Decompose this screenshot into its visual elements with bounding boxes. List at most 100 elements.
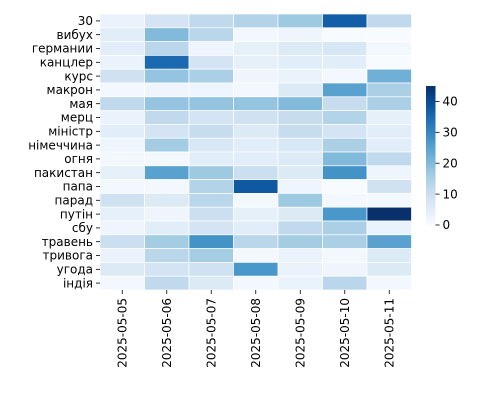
heatmap-cell: [322, 96, 368, 111]
y-tick-label: курс: [64, 69, 93, 83]
colorbar-gradient: [426, 86, 436, 225]
heatmap-cell: [144, 55, 190, 70]
heatmap-cell: [322, 206, 368, 222]
heatmap-cell: [277, 41, 323, 56]
heatmap-cell: [188, 124, 234, 139]
heatmap-cell: [366, 96, 412, 111]
heatmap-cell: [233, 96, 279, 111]
heatmap-cell: [322, 262, 368, 277]
heatmap-cell: [99, 275, 145, 291]
colorbar-tick-label: 0: [443, 218, 451, 232]
heatmap-cell: [188, 151, 234, 167]
heatmap-cell: [277, 220, 323, 236]
x-tick-label: 2025-05-09: [293, 298, 307, 368]
y-tick-label: пакистан: [34, 166, 93, 180]
y-tick-label: німеччина: [28, 138, 93, 152]
x-tick-label: 2025-05-06: [160, 298, 174, 368]
heatmap-cell: [366, 82, 412, 98]
heatmap-cell: [233, 82, 279, 98]
heatmap-cell: [233, 27, 279, 42]
heatmap-cell: [144, 234, 190, 249]
heatmap-cell: [144, 220, 190, 236]
heatmap-cell: [233, 179, 279, 194]
heatmap-cell: [99, 27, 145, 42]
heatmap-cell: [144, 275, 190, 291]
heatmap-cell: [99, 96, 145, 111]
y-tick-label: путін: [60, 207, 93, 221]
y-tick-label: міністр: [48, 125, 93, 139]
heatmap-cell: [277, 248, 323, 263]
heatmap-cell: [277, 234, 323, 249]
heatmap-cell: [366, 234, 412, 249]
heatmap-cell: [322, 13, 368, 29]
heatmap-cell: [188, 206, 234, 222]
y-tick-label: сбу: [72, 221, 93, 235]
colorbar-tick-label: 10: [443, 187, 458, 201]
heatmap-cell: [366, 275, 412, 291]
x-tick-label: 2025-05-07: [204, 298, 218, 368]
heatmap-cell: [233, 234, 279, 249]
y-tick-label: парад: [55, 194, 93, 208]
heatmap-cell: [322, 27, 368, 42]
heatmap-cell: [188, 248, 234, 263]
heatmap-cell: [277, 165, 323, 180]
heatmap-cell: [277, 124, 323, 139]
heatmap-cell: [99, 165, 145, 180]
heatmap-cell: [277, 13, 323, 29]
heatmap-cell: [144, 68, 190, 84]
heatmap-cell: [233, 55, 279, 70]
heatmap-cell: [188, 96, 234, 111]
colorbar-tick-label: 20: [443, 156, 458, 170]
heatmap-cell: [188, 41, 234, 56]
heatmap-cell: [277, 55, 323, 70]
heatmap-cell: [144, 96, 190, 111]
heatmap-cell: [366, 206, 412, 222]
heatmap-cell: [322, 82, 368, 98]
heatmap-cell: [99, 179, 145, 194]
heatmap-cell: [188, 27, 234, 42]
heatmap-cell: [233, 13, 279, 29]
heatmap-cell: [277, 68, 323, 84]
heatmap-cell: [277, 193, 323, 208]
heatmap-cell: [144, 179, 190, 194]
heatmap-cell: [99, 110, 145, 125]
heatmap-cell: [322, 248, 368, 263]
y-tick-label: індія: [63, 276, 93, 290]
heatmap-cell: [99, 41, 145, 56]
y-tick-label: вибух: [57, 28, 93, 42]
heatmap-cell: [366, 41, 412, 56]
heatmap-cell: [144, 206, 190, 222]
heatmap-cell: [233, 206, 279, 222]
heatmap-cell: [99, 124, 145, 139]
heatmap-cell: [277, 110, 323, 125]
x-tick-label: 2025-05-08: [249, 298, 263, 368]
x-tick-label: 2025-05-11: [382, 298, 396, 368]
heatmap-cell: [277, 262, 323, 277]
heatmap-cell: [144, 248, 190, 263]
heatmap-cell: [99, 220, 145, 236]
heatmap-cell: [366, 220, 412, 236]
y-tick-label: макрон: [47, 83, 93, 97]
heatmap-cell: [366, 165, 412, 180]
heatmap-cell: [366, 151, 412, 167]
heatmap-cell: [144, 41, 190, 56]
heatmap-cell: [144, 165, 190, 180]
x-tick-label: 2025-05-10: [338, 298, 352, 368]
x-axis-labels: 2025-05-05 2025-05-06 2025-05-07 2025-05-08…: [115, 290, 396, 368]
y-tick-label: мая: [69, 97, 93, 111]
heatmap-cell: [144, 137, 190, 153]
heatmap-cell: [188, 165, 234, 180]
heatmap-cell: [188, 137, 234, 153]
heatmap-cell: [366, 55, 412, 70]
heatmap-cell: [188, 179, 234, 194]
heatmap-cell: [233, 193, 279, 208]
y-tick-label: канцлер: [40, 56, 93, 70]
y-tick-label: тривога: [43, 249, 93, 263]
heatmap-cell: [144, 82, 190, 98]
heatmap-cell: [188, 262, 234, 277]
colorbar-tick-label: 30: [443, 126, 458, 140]
heatmap-cell: [99, 68, 145, 84]
heatmap-cell: [99, 55, 145, 70]
heatmap-cell: [277, 206, 323, 222]
y-axis-labels: 30вибухгерманииканцлеркурсмакронмаямерцм…: [28, 14, 100, 290]
